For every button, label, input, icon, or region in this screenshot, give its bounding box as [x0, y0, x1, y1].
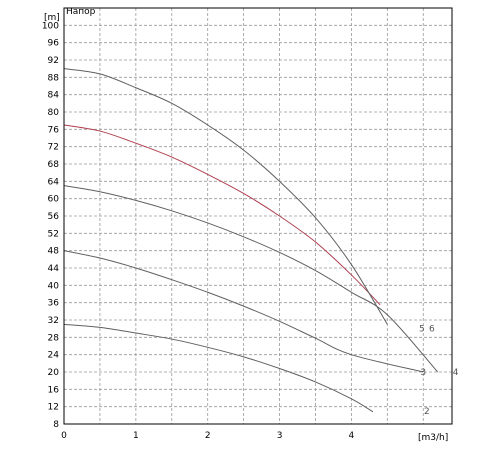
- y-tick-label: 32: [48, 316, 59, 326]
- x-tick-label: 2: [205, 431, 211, 441]
- y-tick-label: 16: [48, 385, 60, 395]
- y-tick-label: 28: [48, 333, 60, 343]
- series-line-6: [63, 68, 388, 325]
- x-tick-label: 1: [133, 431, 139, 441]
- y-tick-label: 8: [53, 420, 59, 430]
- curve-end-label: 4: [453, 368, 459, 378]
- chart-title: Напор: [66, 7, 96, 17]
- curve-end-label: 5: [419, 325, 425, 335]
- plot-frame: [63, 7, 453, 425]
- y-tick-label: 12: [48, 403, 59, 413]
- y-tick-label: 60: [48, 195, 60, 205]
- y-tick-label: 64: [48, 177, 60, 187]
- y-tick-label: 20: [48, 368, 60, 378]
- y-axis-label: [m]: [44, 13, 60, 23]
- y-tick-label: 40: [48, 281, 60, 291]
- curve-end-label: 6: [429, 325, 435, 335]
- x-tick-label: 3: [277, 431, 283, 441]
- tick-labels: 8121620242832364044485256606468727680848…: [42, 21, 355, 441]
- y-tick-label: 24: [48, 351, 60, 361]
- series-line-3: [63, 250, 424, 373]
- x-tick-label: 0: [61, 431, 67, 441]
- y-tick-label: 68: [48, 160, 60, 170]
- curve-end-label: 2: [424, 407, 430, 417]
- y-tick-label: 52: [48, 229, 59, 239]
- y-tick-label: 48: [48, 247, 60, 257]
- curve-end-label: 3: [420, 368, 426, 378]
- curve-end-labels: 2 3 4 5 6: [419, 325, 459, 417]
- series-group: [63, 68, 439, 413]
- y-tick-label: 84: [48, 91, 60, 101]
- y-tick-label: 100: [42, 21, 59, 31]
- series-line-5: [63, 124, 381, 306]
- y-tick-label: 80: [48, 108, 60, 118]
- series-line-2: [63, 323, 374, 413]
- y-tick-label: 56: [48, 212, 60, 222]
- y-tick-label: 72: [48, 143, 59, 153]
- x-axis-label: [m3/h]: [418, 433, 448, 443]
- x-tick-label: 4: [349, 431, 355, 441]
- y-tick-label: 96: [48, 39, 60, 49]
- y-tick-label: 44: [48, 264, 60, 274]
- y-tick-label: 76: [48, 125, 60, 135]
- y-tick-label: 88: [48, 73, 60, 83]
- y-tick-label: 36: [48, 299, 60, 309]
- y-tick-label: 92: [48, 56, 59, 66]
- series-line-4: [63, 185, 439, 373]
